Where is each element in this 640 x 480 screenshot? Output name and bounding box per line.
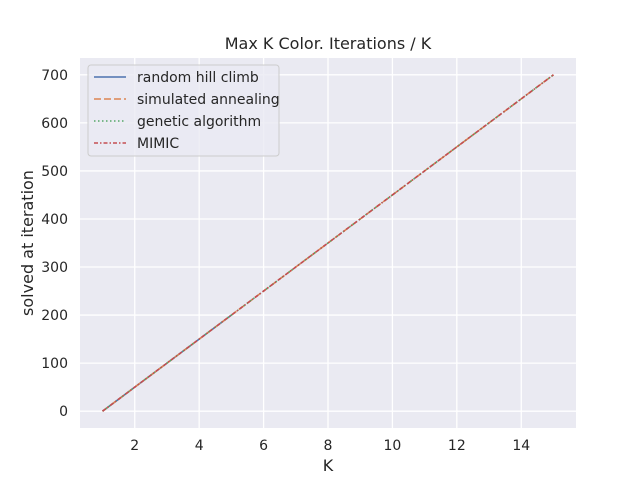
x-tick-label: 10: [384, 438, 402, 454]
legend-label: genetic algorithm: [137, 114, 261, 130]
y-tick-label: 700: [41, 68, 68, 84]
y-tick-label: 0: [59, 404, 68, 420]
x-tick-label: 12: [448, 438, 466, 454]
x-tick-label: 14: [512, 438, 530, 454]
tick-labels: 2 4 6 8 10 12 14 0 100 200 300 400 500 600 700: [41, 68, 530, 454]
legend: random hill climb simulated annealing gene…: [87, 64, 280, 157]
legend-label: MIMIC: [137, 136, 179, 152]
x-axis-label: K: [323, 456, 334, 475]
x-tick-label: 8: [324, 438, 333, 454]
y-tick-label: 200: [41, 308, 68, 324]
x-tick-label: 4: [195, 438, 204, 454]
series-group: [102, 74, 554, 412]
y-tick-label: 500: [41, 164, 68, 180]
legend-label: simulated annealing: [137, 92, 280, 108]
legend-box: [87, 64, 280, 157]
y-tick-label: 400: [41, 212, 68, 228]
legend-label: random hill climb: [137, 70, 259, 86]
y-tick-label: 100: [41, 356, 68, 372]
x-tick-label: 2: [130, 438, 139, 454]
y-tick-label: 600: [41, 116, 68, 132]
y-tick-label: 300: [41, 260, 68, 276]
chart-title: Max K Color. Iterations / K: [225, 34, 432, 53]
legend-entries: random hill climb simulated annealing gene…: [94, 70, 280, 152]
x-tick-label: 6: [259, 438, 268, 454]
series-line-3: [102, 74, 554, 412]
y-axis-label: solved at iteration: [18, 170, 37, 316]
